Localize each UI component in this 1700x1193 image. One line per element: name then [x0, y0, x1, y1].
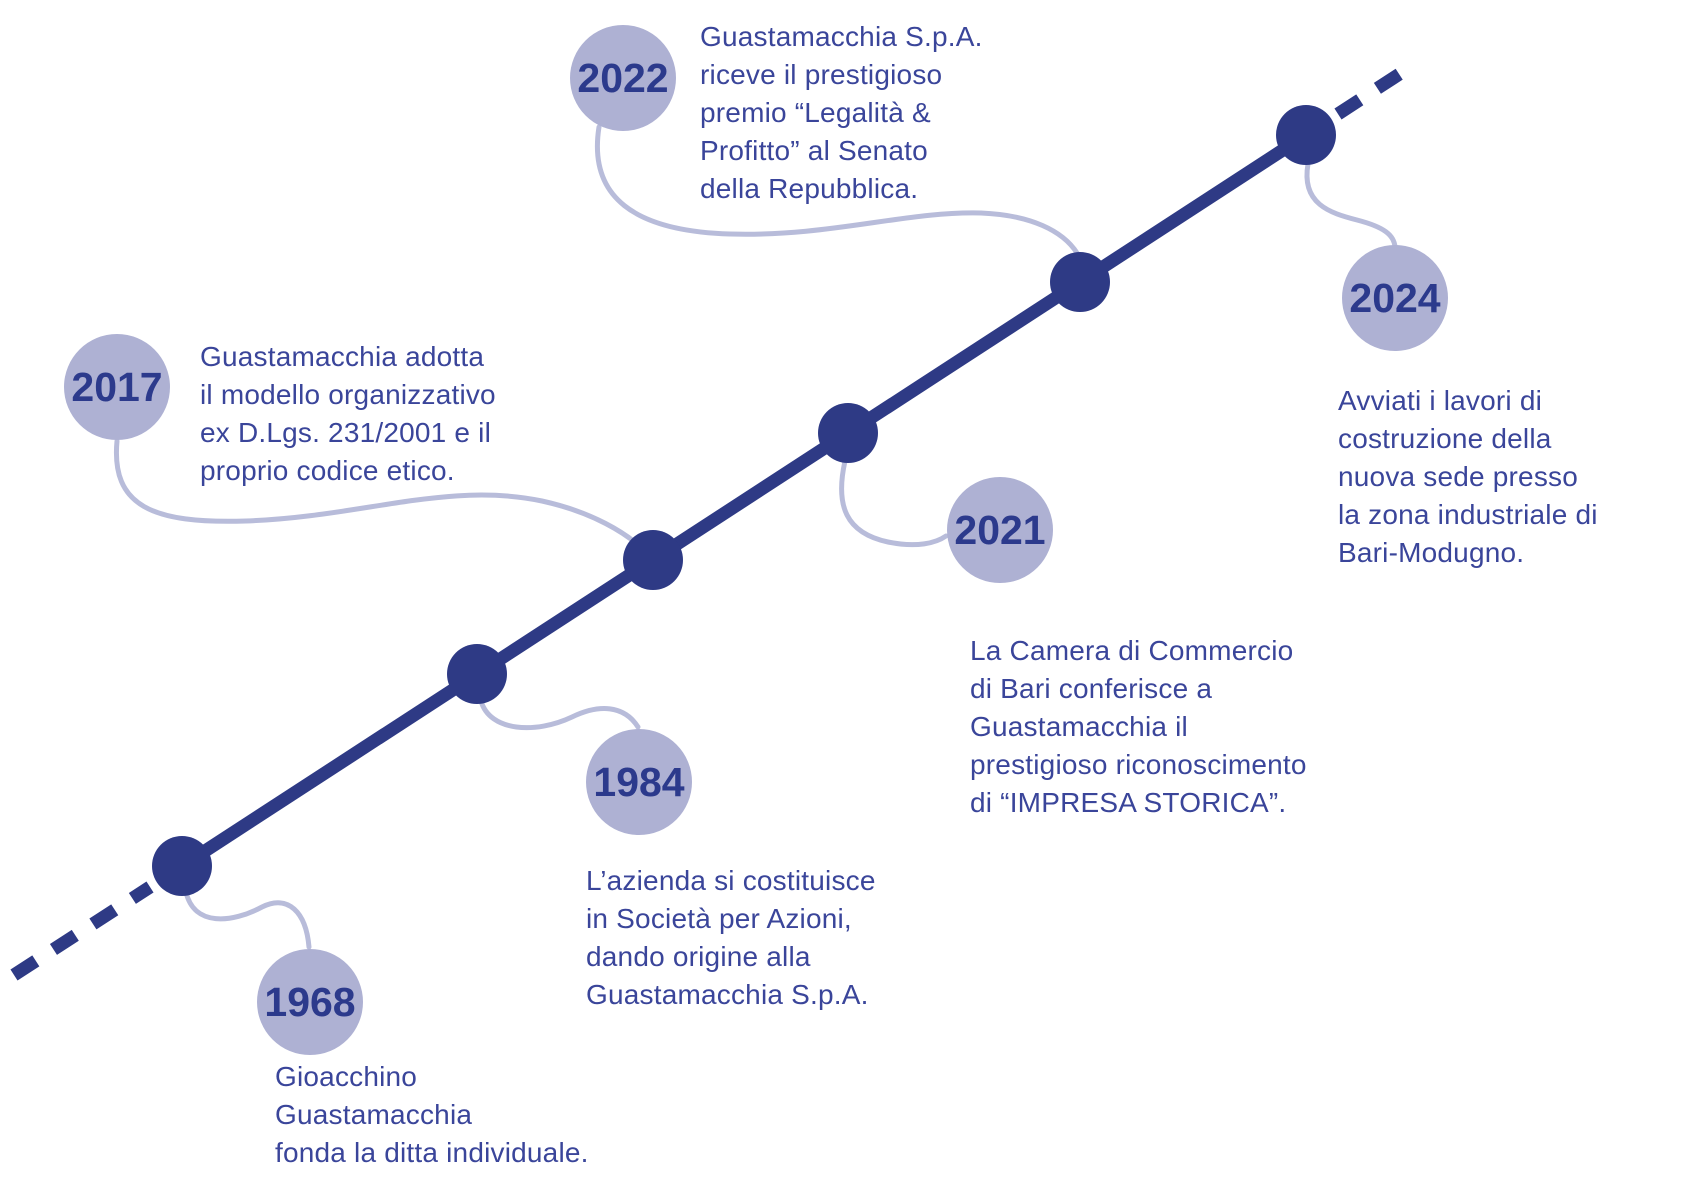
- timeline-dot-2021: [818, 403, 878, 463]
- timeline-line-solid: [178, 129, 1310, 872]
- year-label: 1968: [264, 978, 356, 1025]
- connector-2017: [113, 438, 649, 555]
- connector-2024: [1304, 161, 1398, 250]
- milestone-text-line: riceve il prestigioso: [700, 59, 943, 90]
- year-label: 2017: [71, 363, 163, 410]
- year-badge-2021: 2021: [947, 477, 1053, 583]
- timeline-dot-1968: [152, 836, 212, 896]
- milestone-text-line: in Società per Azioni,: [586, 903, 852, 934]
- milestone-text-line: fonda la ditta individuale.: [275, 1137, 589, 1168]
- timeline-line-dashed-start: [10, 881, 154, 981]
- milestone-text-line: Gioacchino: [275, 1061, 418, 1092]
- milestone-text-line: della Repubblica.: [700, 173, 919, 204]
- milestone-text-line: la zona industriale di: [1338, 499, 1598, 530]
- year-badge-2017: 2017: [64, 334, 170, 440]
- milestone-text-2021: La Camera di Commercio di Bari conferisc…: [970, 632, 1307, 822]
- milestone-text-line: nuova sede presso: [1338, 461, 1579, 492]
- milestone-text-line: premio “Legalità &: [700, 97, 931, 128]
- milestone-text-line: dando origine alla: [586, 941, 811, 972]
- milestone-text-line: Profitto” al Senato: [700, 135, 928, 166]
- timeline-line-dashed-end: [1334, 67, 1405, 120]
- year-label: 2022: [577, 54, 669, 101]
- milestone-text-line: Guastamacchia S.p.A.: [586, 979, 869, 1010]
- milestone-text-line: La Camera di Commercio: [970, 635, 1294, 666]
- milestone-text-line: Avviati i lavori di: [1338, 385, 1543, 416]
- milestone-text-line: il modello organizzativo: [200, 379, 496, 410]
- milestone-text-line: Guastamacchia il: [970, 711, 1188, 742]
- milestone-text-line: L’azienda si costituisce: [586, 865, 876, 896]
- connector-2022: [595, 124, 1080, 256]
- timeline-dot-2017: [623, 530, 683, 590]
- milestone-text-line: di Bari conferisce a: [970, 673, 1213, 704]
- milestone-text-line: ex D.Lgs. 231/2001 e il: [200, 417, 492, 448]
- milestone-text-line: costruzione della: [1338, 423, 1552, 454]
- milestone-text-line: Guastamacchia adotta: [200, 341, 485, 372]
- year-label: 2021: [954, 506, 1046, 553]
- milestone-text-1968: Gioacchino Guastamacchia fonda la ditta …: [275, 1058, 589, 1172]
- year-badge-2022: 2022: [570, 25, 676, 131]
- milestone-text-line: Bari-Modugno.: [1338, 537, 1525, 568]
- milestone-text-2024: Avviati i lavori di costruzione della nu…: [1338, 382, 1598, 572]
- milestone-text-line: Guastamacchia: [275, 1099, 473, 1130]
- milestone-text-2017: Guastamacchia adotta il modello organizz…: [200, 338, 496, 490]
- milestone-text-line: prestigioso riconoscimento: [970, 749, 1307, 780]
- connector-1968: [183, 889, 312, 950]
- year-label: 2024: [1349, 274, 1441, 321]
- year-badge-1984: 1984: [586, 729, 692, 835]
- timeline-dot-1984: [447, 644, 507, 704]
- milestone-text-1984: L’azienda si costituisce in Società per …: [586, 862, 876, 1014]
- year-badge-2024: 2024: [1342, 245, 1448, 351]
- year-badge-1968: 1968: [257, 949, 363, 1055]
- milestone-text-2022: Guastamacchia S.p.A. riceve il prestigio…: [700, 18, 983, 208]
- connector-2021: [839, 458, 949, 548]
- connector-1984: [478, 698, 641, 731]
- milestone-text-line: di “IMPRESA STORICA”.: [970, 787, 1287, 818]
- timeline-dot-2022: [1050, 252, 1110, 312]
- milestone-text-line: proprio codice etico.: [200, 455, 455, 486]
- year-label: 1984: [593, 758, 685, 805]
- milestone-text-line: Guastamacchia S.p.A.: [700, 21, 983, 52]
- timeline-dot-2024: [1276, 105, 1336, 165]
